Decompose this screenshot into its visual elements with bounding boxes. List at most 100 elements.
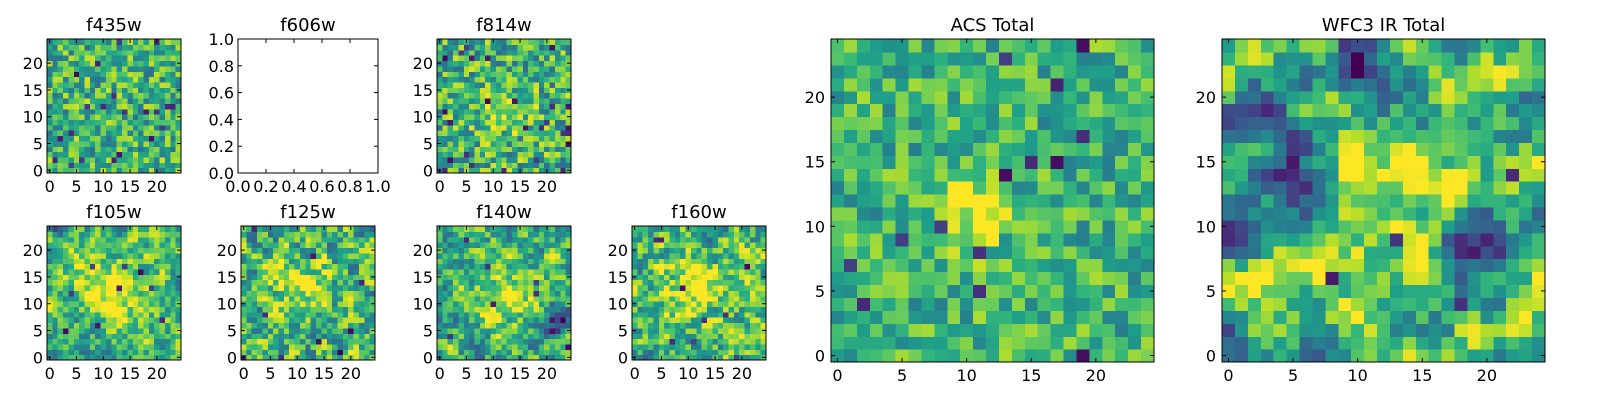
heatmap-cell bbox=[739, 231, 745, 237]
heatmap-cell bbox=[79, 141, 85, 147]
heatmap-cell bbox=[458, 333, 464, 339]
heatmap-cell bbox=[909, 336, 923, 350]
heatmap-cell bbox=[707, 339, 713, 345]
heatmap-cell bbox=[560, 349, 566, 355]
heatmap-cell bbox=[442, 258, 448, 264]
heatmap-cell bbox=[485, 290, 491, 296]
heatmap-cell bbox=[343, 258, 349, 264]
heatmap-cell bbox=[539, 269, 545, 275]
heatmap-cell bbox=[883, 181, 897, 195]
heatmap-cell bbox=[149, 296, 155, 302]
heatmap-cell bbox=[68, 50, 74, 56]
heatmap-cell bbox=[262, 322, 268, 328]
heatmap-cell bbox=[734, 274, 740, 280]
heatmap-cell bbox=[1012, 272, 1026, 286]
heatmap-cell bbox=[496, 119, 502, 125]
heatmap-cell bbox=[999, 65, 1013, 79]
heatmap-cell bbox=[664, 349, 670, 355]
heatmap-cell bbox=[480, 77, 486, 83]
heatmap-cell bbox=[1051, 323, 1065, 337]
heatmap-cell bbox=[246, 269, 252, 275]
heatmap-cell bbox=[332, 290, 338, 296]
heatmap-cell bbox=[74, 306, 80, 312]
heatmap-cell bbox=[523, 103, 529, 109]
heatmap-cell bbox=[160, 290, 166, 296]
heatmap-cell bbox=[127, 280, 133, 286]
heatmap-cell bbox=[117, 285, 123, 291]
heatmap-cell bbox=[79, 109, 85, 115]
heatmap-cell bbox=[300, 290, 306, 296]
heatmap-cell bbox=[909, 323, 923, 337]
heatmap-cell bbox=[507, 152, 513, 158]
heatmap-cell bbox=[469, 258, 475, 264]
heatmap-cell bbox=[1442, 323, 1456, 337]
heatmap-cell bbox=[52, 93, 58, 99]
heatmap-cell bbox=[739, 328, 745, 334]
heatmap-cell bbox=[311, 290, 317, 296]
heatmap-cell bbox=[544, 322, 550, 328]
heatmap-cell bbox=[637, 333, 643, 339]
heatmap-cell bbox=[85, 242, 91, 248]
heatmap-cell bbox=[58, 77, 64, 83]
y-tick-label: 15 bbox=[23, 81, 43, 100]
heatmap-cell bbox=[437, 280, 443, 286]
heatmap-cell bbox=[909, 39, 923, 53]
heatmap-cell bbox=[295, 269, 301, 275]
heatmap-cell bbox=[485, 253, 491, 259]
heatmap-cell bbox=[1012, 117, 1026, 131]
heatmap-cell bbox=[469, 242, 475, 248]
heatmap-cell bbox=[707, 258, 713, 264]
y-tick-label: 0.8 bbox=[209, 57, 234, 76]
heatmap-cell bbox=[960, 168, 974, 182]
heatmap-cell bbox=[533, 98, 539, 104]
heatmap-cell bbox=[686, 339, 692, 345]
heatmap-cell bbox=[909, 181, 923, 195]
heatmap-cell bbox=[122, 339, 128, 345]
heatmap-cell bbox=[480, 146, 486, 152]
heatmap-cell bbox=[458, 44, 464, 50]
heatmap-cell bbox=[999, 91, 1013, 105]
heatmap-cell bbox=[122, 55, 128, 61]
heatmap-cell bbox=[127, 50, 133, 56]
heatmap-cell bbox=[90, 146, 96, 152]
heatmap-cell bbox=[528, 93, 534, 99]
heatmap-cell bbox=[279, 349, 285, 355]
heatmap-cell bbox=[1235, 207, 1249, 221]
heatmap-cell bbox=[1128, 117, 1142, 131]
heatmap-cell bbox=[739, 306, 745, 312]
heatmap-cell bbox=[154, 301, 160, 307]
heatmap-cell bbox=[117, 125, 123, 131]
heatmap-cell bbox=[300, 253, 306, 259]
heatmap-cell bbox=[74, 152, 80, 158]
heatmap-cell bbox=[680, 231, 686, 237]
heatmap-cell bbox=[1416, 336, 1430, 350]
heatmap-cell bbox=[501, 162, 507, 168]
heatmap-cell bbox=[1364, 220, 1378, 234]
heatmap-cell bbox=[550, 162, 556, 168]
heatmap-cell bbox=[560, 339, 566, 345]
heatmap-cell bbox=[332, 269, 338, 275]
heatmap-cell bbox=[664, 231, 670, 237]
y-tick-label: 0 bbox=[423, 161, 433, 180]
heatmap-cell bbox=[154, 77, 160, 83]
heatmap-cell bbox=[106, 109, 112, 115]
heatmap-cell bbox=[653, 301, 659, 307]
heatmap-cell bbox=[111, 253, 117, 259]
heatmap-cell bbox=[507, 290, 513, 296]
heatmap-cell bbox=[485, 349, 491, 355]
heatmap-cell bbox=[257, 301, 263, 307]
y-tick-label: 0.0 bbox=[209, 164, 234, 183]
y-tick-label: 0.4 bbox=[209, 110, 234, 129]
heatmap-cell bbox=[284, 322, 290, 328]
heatmap-cell bbox=[437, 66, 443, 72]
heatmap-cell bbox=[1416, 233, 1430, 247]
heatmap-cell bbox=[127, 119, 133, 125]
heatmap-cell bbox=[1261, 259, 1275, 273]
heatmap-cell bbox=[517, 231, 523, 237]
heatmap-cell bbox=[696, 290, 702, 296]
heatmap-cell bbox=[512, 285, 518, 291]
heatmap-cell bbox=[1248, 207, 1262, 221]
heatmap-cell bbox=[750, 333, 756, 339]
heatmap-cell bbox=[909, 117, 923, 131]
heatmap-cell bbox=[750, 349, 756, 355]
